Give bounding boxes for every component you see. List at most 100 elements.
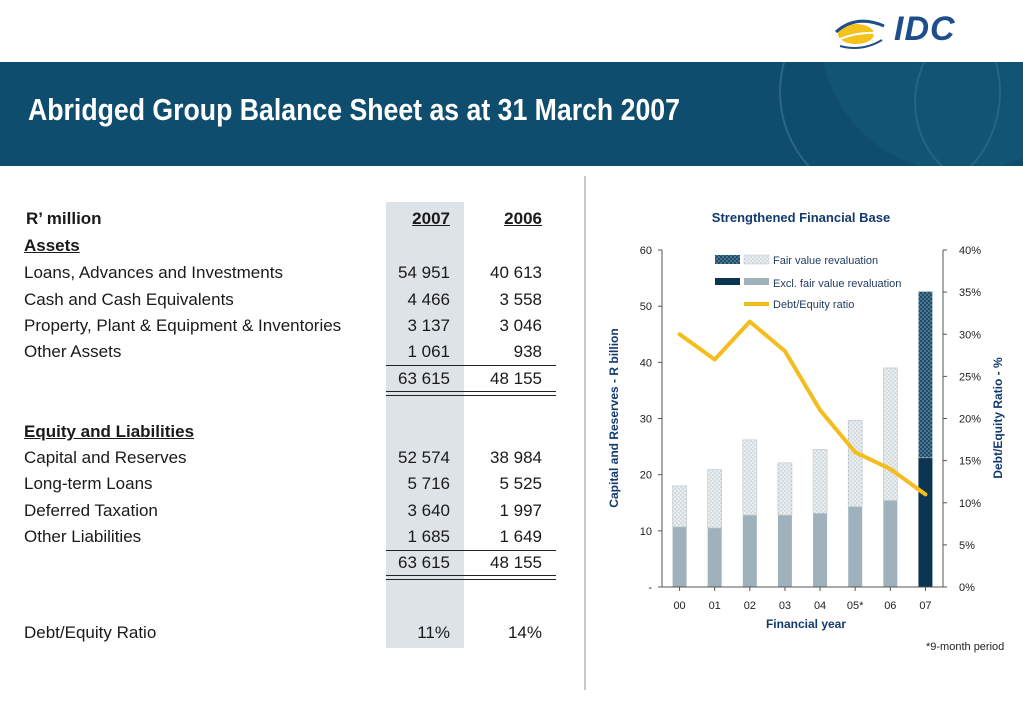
equity-heading: Equity and Liabilities [24,422,195,441]
x-tick-label: 05* [847,600,864,612]
bar-excl-fair-value [813,513,828,587]
debt-equity-point [888,467,892,471]
debt-equity-point [923,492,927,496]
x-tick-label: 07 [919,600,931,612]
value-2007: 11% [417,623,450,642]
y-axis-label: Capital and Reserves - R billion [607,328,621,507]
bar-fair-value [918,291,933,459]
total-double-rule [386,391,556,396]
y-tick-label: 20 [640,470,652,482]
x-axis-label: Financial year [766,617,846,631]
ratio-row: Debt/Equity Ratio 11% 14% [24,623,564,649]
row-label: Loans, Advances and Investments [24,263,283,282]
bar-excl-fair-value [672,526,687,587]
row-label: Other Liabilities [24,527,142,546]
y2-axis-label: Debt/Equity Ratio - % [991,357,1005,479]
section-divider [584,176,586,690]
legend-swatch-excl [744,278,769,285]
y2-tick-label: 10% [959,498,981,510]
bar-fair-value [742,439,758,516]
chart-title: Strengthened Financial Base [712,210,890,225]
x-tick-label: 01 [709,600,721,612]
value-2006: 938 [513,342,542,361]
x-tick-label: 02 [744,600,756,612]
value-2006: 14% [507,623,542,642]
x-tick-label: 00 [673,600,685,612]
y2-tick-label: 30% [959,329,981,341]
bar-fair-value [672,485,687,528]
bar-excl-fair-value [883,500,898,587]
legend-swatch-fair [743,254,770,265]
bar-fair-value [707,469,722,529]
total-2006: 48 155 [490,369,542,388]
value-2006: 5 525 [499,474,542,493]
y2-tick-label: 0% [959,582,975,594]
table-row: Long-term Loans 5 716 5 525 [24,474,564,500]
idc-logo [834,19,887,49]
y-tick-label: 50 [640,301,652,313]
y2-tick-label: 20% [959,414,981,426]
banner-decoration [779,62,1023,166]
assets-heading-row: Assets [24,236,564,262]
bar-excl-fair-value [777,515,792,587]
value-2006: 38 984 [490,448,542,467]
value-2007: 52 574 [398,448,450,467]
table-row: Other Liabilities 1 685 1 649 [24,527,564,553]
table-row: Loans, Advances and Investments 54 951 4… [24,263,564,289]
title-banner: Abridged Group Balance Sheet as at 31 Ma… [0,62,1023,166]
y2-tick-label: 5% [959,540,975,552]
value-2007: 54 951 [398,263,450,282]
debt-equity-line [677,319,928,497]
table-row: Deferred Taxation 3 640 1 997 [24,501,564,527]
logo-text: IDC [894,10,956,48]
row-label: Cash and Cash Equivalents [24,290,234,309]
y2-tick-label: 15% [959,456,981,468]
legend-label-fair: Fair value revaluation [773,255,878,267]
value-2006: 3 558 [499,290,542,309]
bar-fair-value [812,449,828,514]
value-2007: 5 716 [407,474,450,493]
debt-equity-point [678,332,682,336]
debt-equity-point [818,408,822,412]
bar-excl-fair-value [707,528,722,587]
x-tick-label: 04 [814,600,826,612]
legend-label-excl: Excl. fair value revaluation [773,278,901,290]
table-row: Property, Plant & Equipment & Inventorie… [24,316,564,342]
value-2007: 4 466 [407,290,450,309]
row-label: Property, Plant & Equipment & Inventorie… [24,316,342,335]
value-2007: 1 685 [407,527,450,546]
column-2007-highlight [386,202,464,648]
value-2006: 40 613 [490,263,542,282]
value-2007: 3 640 [407,501,450,520]
total-2007: 63 615 [398,553,450,572]
table-row: Cash and Cash Equivalents 4 466 3 558 [24,290,564,316]
bar-excl-fair-value [742,515,757,587]
equity-heading-row: Equity and Liabilities [24,422,564,448]
value-2006: 1 997 [499,501,542,520]
bar-fair-value [777,462,793,516]
table-row: Capital and Reserves 52 574 38 984 [24,448,564,474]
y-tick-label: 60 [640,245,652,257]
y-tick-label: - [648,582,652,594]
y2-tick-label: 25% [959,371,981,383]
y-tick-label: 30 [640,414,652,426]
row-label: Long-term Loans [24,474,153,493]
total-2006: 48 155 [490,553,542,572]
table-row: Other Assets 1 061 938 [24,342,564,368]
financial-base-chart: - 10 20 30 40 50 60 0% 5% 10% 15% 20% 25% 30% 35% 40% 00… [607,210,1005,631]
x-tick-label: 03 [779,600,791,612]
value-2007: 1 061 [407,342,450,361]
x-tick-label: 06 [884,600,896,612]
total-2007: 63 615 [398,369,450,388]
debt-equity-point [713,358,717,362]
y2-tick-label: 40% [959,245,981,257]
row-label: Debt/Equity Ratio [24,623,157,642]
row-label: Deferred Taxation [24,501,158,520]
subtotal-rule [386,365,556,366]
bar-excl-fair-value [918,457,933,587]
y-tick-label: 10 [640,526,652,538]
value-2006: 3 046 [499,316,542,335]
row-label: Other Assets [24,342,122,361]
bar-fair-value [847,419,863,507]
chart-footnote: *9-month period [926,641,1005,653]
